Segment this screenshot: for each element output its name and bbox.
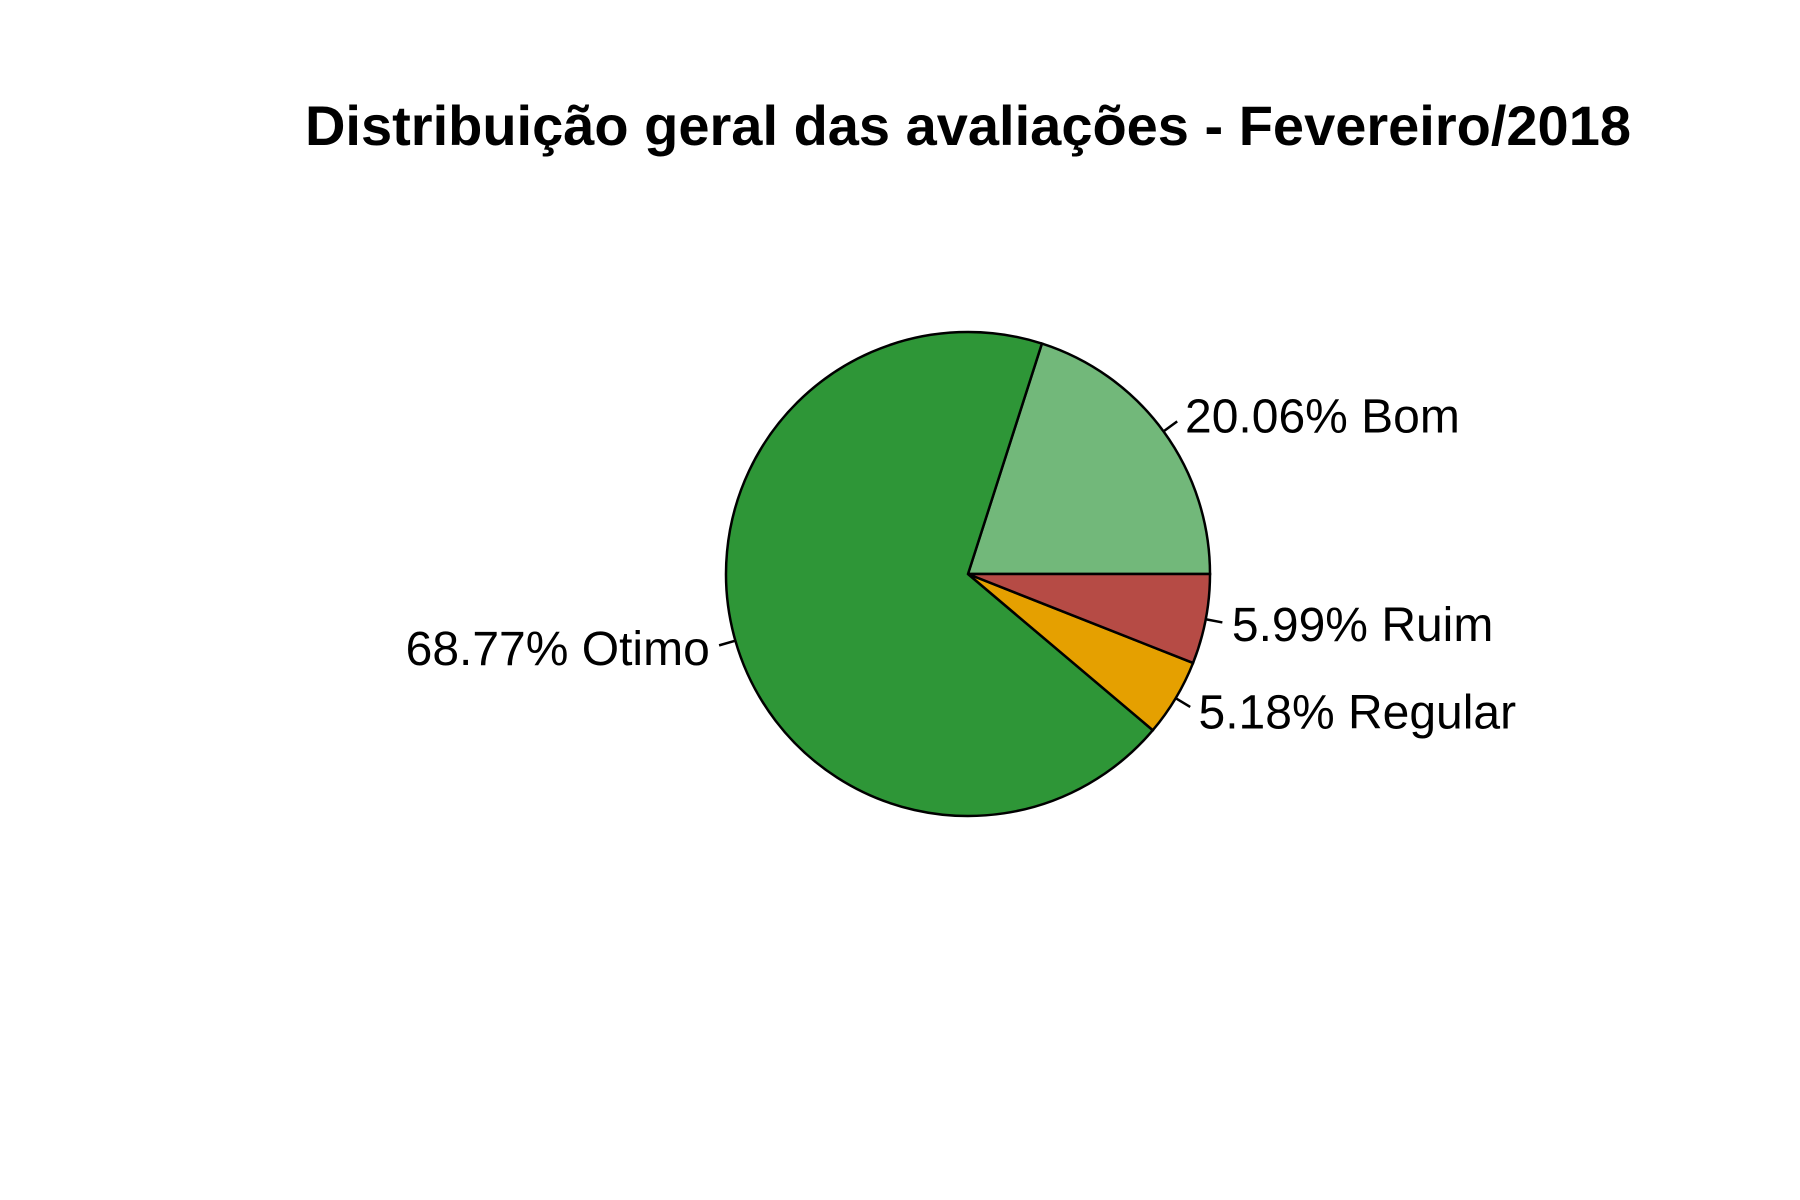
pie-slice-bom — [966, 341, 1212, 576]
pie-slice-otimo — [724, 330, 1155, 818]
chart-title: Distribuição geral das avaliações - Feve… — [305, 94, 1631, 157]
slice-label-bom: 20.06% Bom — [1185, 390, 1460, 443]
slice-label-regular: 5.18% Regular — [1199, 687, 1517, 740]
pie-slices — [724, 330, 1212, 818]
leader-line-ruim — [1205, 618, 1223, 624]
leader-line-bom — [1162, 420, 1178, 433]
leader-lines — [718, 420, 1223, 709]
leader-line-otimo — [718, 639, 736, 647]
leader-line-regular — [1175, 697, 1191, 709]
slice-label-otimo: 68.77% Otimo — [406, 623, 710, 676]
slice-label-ruim: 5.99% Ruim — [1232, 599, 1493, 652]
slice-labels: 20.06% Bom 68.77% Otimo 5.18% Regular 5.99%… — [406, 390, 1516, 739]
pie-slice-ruim — [967, 572, 1212, 665]
